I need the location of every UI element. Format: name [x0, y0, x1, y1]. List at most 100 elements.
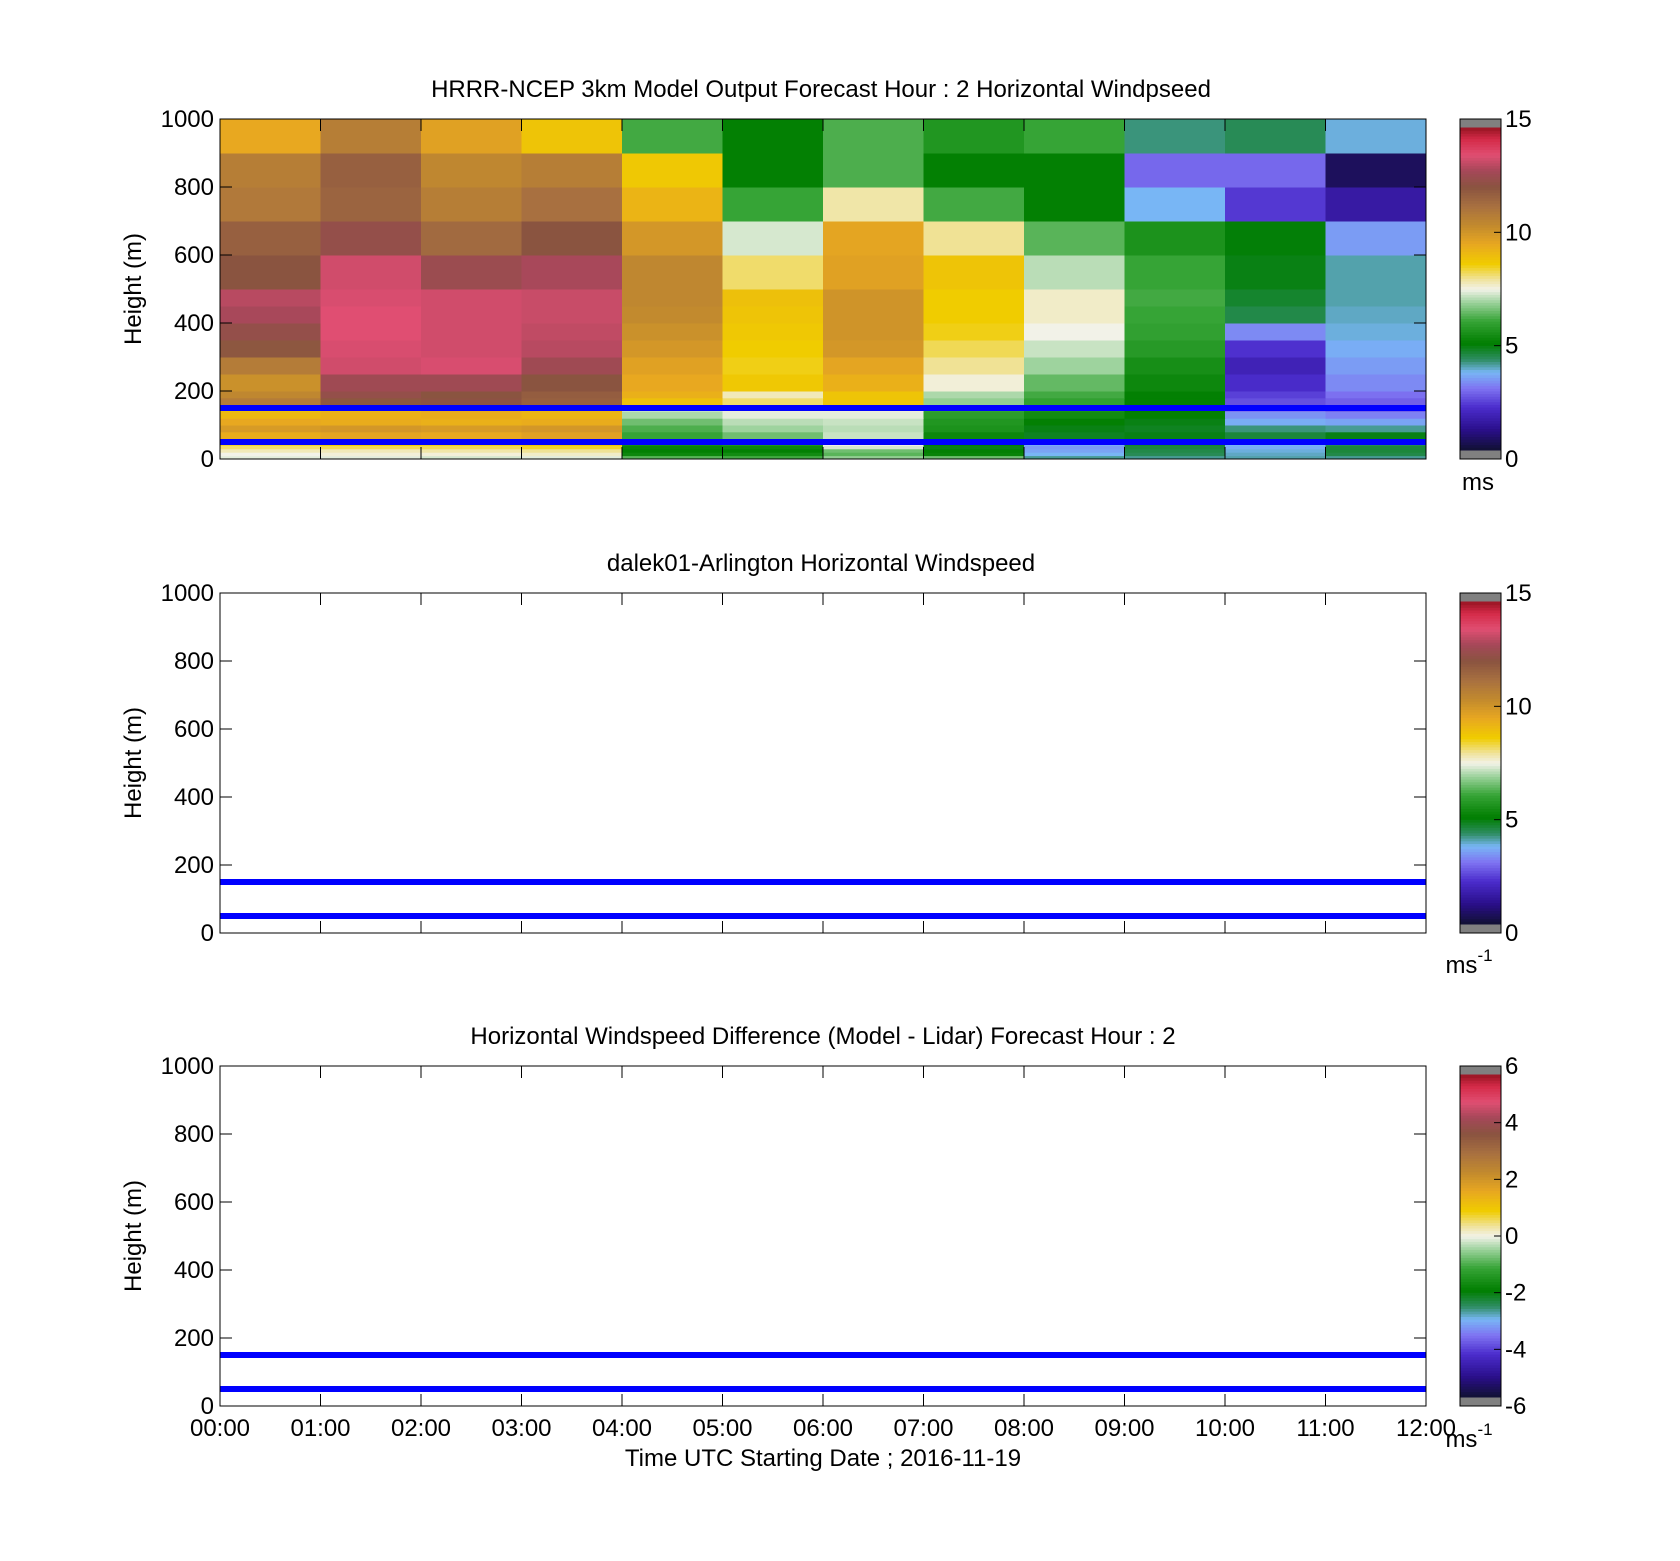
colorbar-swatch [1460, 783, 1501, 788]
colorbar-swatch [1460, 237, 1501, 242]
colorbar-swatch [1460, 859, 1501, 863]
colorbar-swatch [1460, 1353, 1501, 1358]
heatmap-cell [923, 221, 1025, 256]
colorbar-swatch [1460, 165, 1501, 169]
colorbar-swatch [1460, 1361, 1501, 1366]
heatmap-cell [1124, 374, 1226, 392]
colorbar-swatch [1460, 216, 1501, 220]
colorbar-swatch [1460, 1238, 1501, 1242]
difference-colorbar: -6 -4 -2 0 2 4 6 [1459, 1053, 1526, 1420]
y-tick-label: 1000 [161, 106, 214, 133]
colorbar-swatch [1460, 242, 1501, 247]
colorbar-swatch [1460, 1176, 1501, 1181]
colorbar-swatch [1460, 436, 1501, 440]
colorbar-swatch [1460, 770, 1501, 775]
colorbar-swatch [1460, 323, 1501, 328]
colorbar-swatch [1460, 918, 1501, 922]
y-tick-label: 800 [174, 1121, 214, 1148]
colorbar-swatch [1460, 746, 1501, 751]
heatmap-cell [1124, 340, 1226, 358]
colorbar-swatch [1460, 716, 1501, 721]
heatmap-cell [1225, 221, 1326, 256]
colorbar-swatch [1460, 864, 1501, 869]
heatmap-cell [1124, 153, 1226, 188]
colorbar-swatch [1460, 1095, 1501, 1100]
y-tick-label: 600 [174, 242, 214, 269]
colorbar-swatch [1460, 671, 1501, 675]
colorbar-swatch [1460, 902, 1501, 906]
heatmap-cell [320, 391, 422, 399]
heatmap-cell [823, 323, 924, 341]
heatmap-cell [622, 411, 723, 419]
difference-axis-ticks: 0 200 400 600 800 1000 00:00 01:00 02:00 03:00 04:… [161, 1053, 1456, 1442]
heatmap-cell [521, 397, 623, 406]
heatmap-cell [1325, 397, 1427, 406]
colorbar-swatch [1460, 1163, 1501, 1167]
heatmap-cell [521, 411, 623, 419]
heatmap-cell [1024, 187, 1125, 222]
y-tick-label: 200 [174, 852, 214, 879]
colorbar-swatch [1460, 727, 1501, 732]
heatmap-cell [722, 119, 824, 154]
heatmap-cell [1024, 340, 1125, 358]
colorbar-swatch [1460, 245, 1501, 250]
heatmap-cell [220, 187, 321, 222]
heatmap-cell [320, 374, 422, 392]
heatmap-cell [1225, 187, 1326, 222]
colorbar-swatch [1460, 175, 1501, 180]
heatmap-cell [1124, 448, 1226, 453]
heatmap-cell [722, 340, 824, 358]
colorbar-swatch [1460, 824, 1501, 828]
colorbar-tick-label: -6 [1505, 1393, 1526, 1420]
colorbar-swatch [1460, 1329, 1501, 1334]
heatmap-cell [823, 306, 924, 324]
colorbar-swatch [1460, 1077, 1501, 1081]
colorbar-swatch [1460, 1283, 1501, 1288]
colorbar-swatch [1460, 385, 1501, 389]
colorbar-swatch [1460, 620, 1501, 624]
colorbar-swatch [1460, 708, 1501, 713]
y-tick-label: 0 [201, 446, 214, 473]
heatmap-cell [622, 340, 723, 358]
colorbar-swatch [1460, 1380, 1501, 1385]
heatmap-cell [1124, 357, 1226, 375]
heatmap-cell [220, 153, 321, 188]
colorbar-swatch [1460, 604, 1501, 608]
heatmap-cell [1024, 306, 1125, 324]
colorbar-tick-label: 10 [1505, 693, 1532, 720]
heatmap-cell [220, 431, 321, 440]
heatmap-cell [1124, 306, 1226, 324]
heatmap-cell [1325, 119, 1427, 154]
colorbar-swatch [1460, 1318, 1501, 1323]
heatmap-cell [1325, 306, 1427, 324]
x-tick-label: 05:00 [692, 1415, 752, 1442]
heatmap-cell [1024, 455, 1125, 460]
colorbar-swatch [1460, 1144, 1501, 1148]
colorbar-swatch [1460, 1208, 1501, 1213]
heatmap-cell [923, 153, 1025, 188]
colorbar-swatch [1460, 1128, 1501, 1132]
y-tick-label: 600 [174, 716, 214, 743]
heatmap-cell [421, 445, 522, 450]
colorbar-swatch [1460, 601, 1501, 606]
heatmap-cell [421, 397, 522, 406]
heatmap-cell [421, 455, 522, 460]
colorbar-tick-label: 4 [1505, 1110, 1518, 1137]
colorbar-swatch [1460, 861, 1501, 866]
colorbar-swatch [1460, 1152, 1501, 1156]
colorbar-swatch [1460, 258, 1501, 263]
colorbar-cap-top [1460, 119, 1501, 128]
heatmap-cell [220, 306, 321, 324]
colorbar-swatch [1460, 639, 1501, 643]
colorbar-swatch [1460, 261, 1501, 266]
colorbar-swatch [1460, 377, 1501, 381]
heatmap-cell [421, 452, 522, 457]
colorbar-cap-bottom [1460, 450, 1501, 459]
colorbar-swatch [1460, 277, 1501, 282]
heatmap-cell [320, 187, 422, 222]
colorbar-swatch [1460, 256, 1501, 260]
colorbar-swatch [1460, 299, 1501, 303]
colorbar-swatch [1460, 1246, 1501, 1250]
heatmap-cell [320, 357, 422, 375]
colorbar-swatch [1460, 1216, 1501, 1221]
